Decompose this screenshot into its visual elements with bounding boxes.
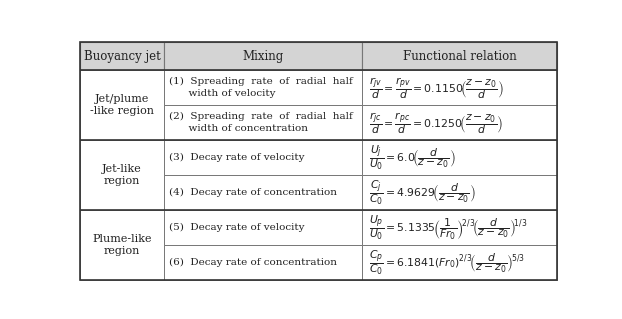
Text: (3)  Decay rate of velocity: (3) Decay rate of velocity [169,153,305,162]
Text: $\dfrac{C_p}{C_0}=6.1841(Fr_0)^{2/3}\!\left(\dfrac{d}{z-z_0}\right)^{\!5/3}$: $\dfrac{C_p}{C_0}=6.1841(Fr_0)^{2/3}\!\l… [369,249,525,277]
Text: $\dfrac{r_{jc}}{d}=\dfrac{r_{pc}}{d}=0.1250\!\left(\dfrac{z-z_0}{d}\right)$: $\dfrac{r_{jc}}{d}=\dfrac{r_{pc}}{d}=0.1… [369,110,503,136]
Text: (5)  Decay rate of velocity: (5) Decay rate of velocity [169,223,305,232]
Text: (1)  Spreading  rate  of  radial  half
      width of velocity: (1) Spreading rate of radial half width … [169,77,353,98]
Text: $\dfrac{C_j}{C_0}=4.9629\!\left(\dfrac{d}{z-z_0}\right)$: $\dfrac{C_j}{C_0}=4.9629\!\left(\dfrac{d… [369,179,476,207]
Bar [362,70,557,105]
Bar [362,140,557,175]
Text: $\dfrac{U_j}{U_0}=6.0\!\left(\dfrac{d}{z-z_0}\right)$: $\dfrac{U_j}{U_0}=6.0\!\left(\dfrac{d}{z… [369,144,456,172]
Text: (4)  Decay rate of concentration: (4) Decay rate of concentration [169,188,338,197]
Bar [80,210,164,280]
Bar [80,42,164,70]
Text: Jet/plume
-like region: Jet/plume -like region [90,94,154,116]
Bar [80,140,164,210]
Bar [164,42,362,70]
Text: Plume-like
region: Plume-like region [92,234,152,256]
Text: Mixing: Mixing [242,49,284,63]
Text: Jet-like
region: Jet-like region [102,164,142,186]
Bar [362,42,557,70]
Text: Functional relation: Functional relation [402,49,516,63]
Text: (2)  Spreading  rate  of  radial  half
      width of concentration: (2) Spreading rate of radial half width … [169,112,353,133]
Text: (6)  Decay rate of concentration: (6) Decay rate of concentration [169,258,338,267]
Bar [164,245,362,280]
Bar [362,175,557,210]
Text: $\dfrac{r_{jv}}{d}=\dfrac{r_{pv}}{d}=0.1150\!\left(\dfrac{z-z_0}{d}\right)$: $\dfrac{r_{jv}}{d}=\dfrac{r_{pv}}{d}=0.1… [369,75,504,100]
Bar [362,105,557,140]
Bar [164,70,362,105]
Bar [164,210,362,245]
Text: $\dfrac{U_p}{U_0}=5.1335\!\left(\dfrac{1}{Fr_0}\right)^{\!2/3}\!\left(\dfrac{d}{: $\dfrac{U_p}{U_0}=5.1335\!\left(\dfrac{1… [369,213,527,242]
Text: Buoyancy jet: Buoyancy jet [83,49,160,63]
Bar [362,245,557,280]
Bar [164,105,362,140]
Bar [164,175,362,210]
Bar [164,140,362,175]
Bar [80,70,164,140]
Bar [362,210,557,245]
